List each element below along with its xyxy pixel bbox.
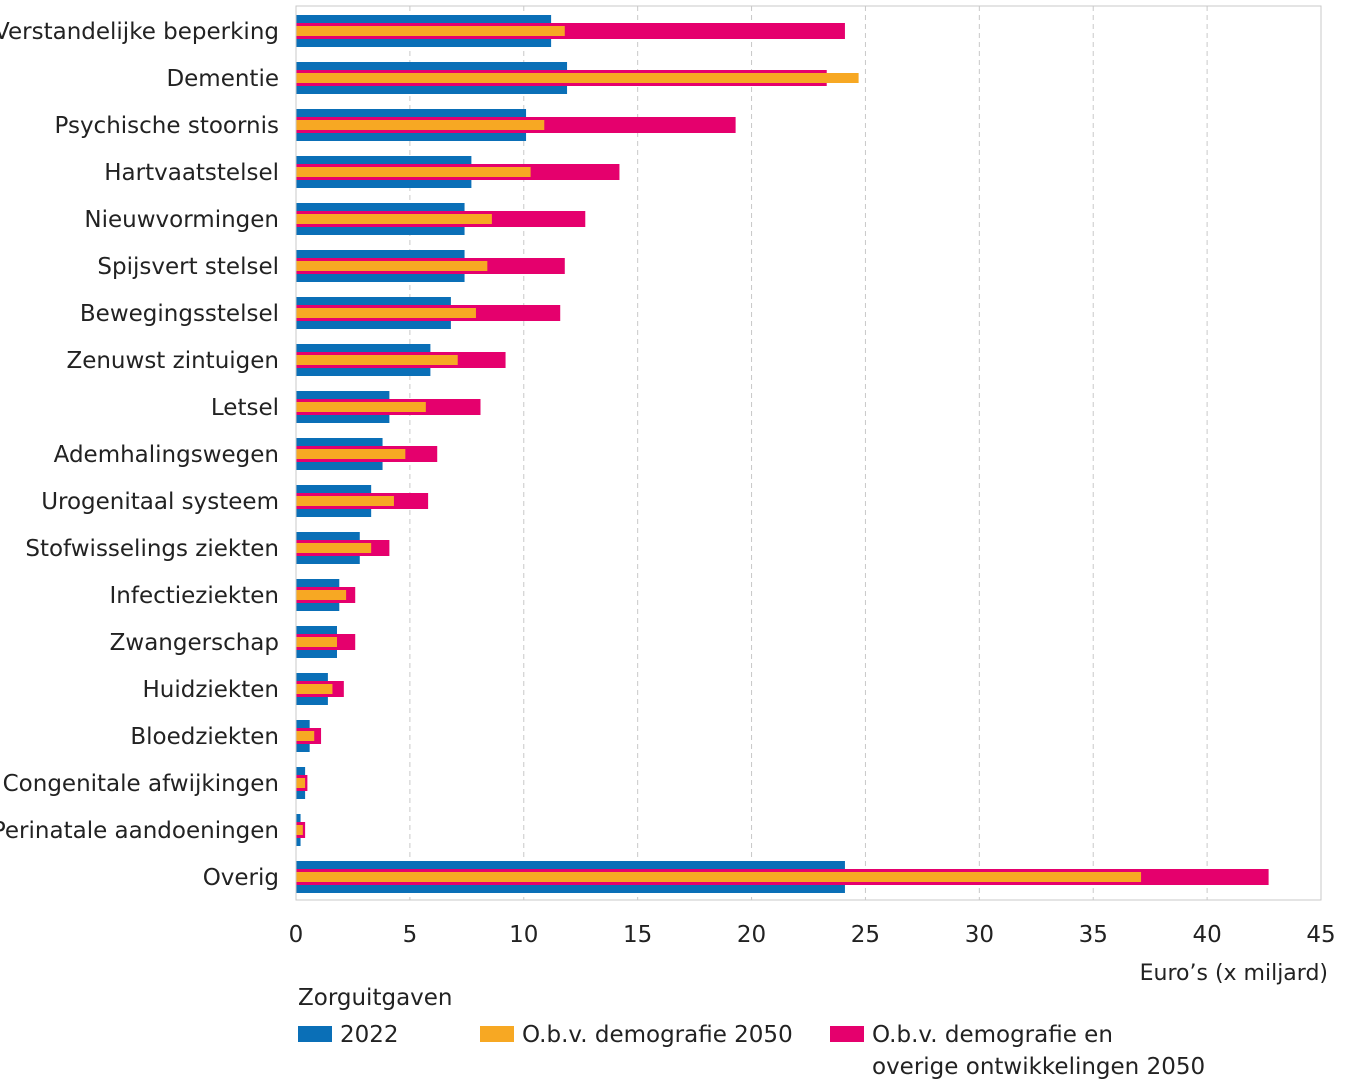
x-tick-label: 45 — [1306, 922, 1335, 948]
grid-lines — [409, 6, 1208, 900]
bar-demografie-2050 — [296, 684, 333, 694]
category-label: Psychische stoornis — [55, 113, 280, 139]
legend-label-demografie: O.b.v. demografie 2050 — [522, 1022, 793, 1048]
bar-demografie-2050 — [296, 637, 337, 647]
category-label: Nieuwvormingen — [84, 207, 279, 233]
category-label: Infectieziekten — [110, 583, 280, 609]
category-label: Perinatale aandoeningen — [0, 818, 279, 844]
category-label: Letsel — [211, 395, 279, 421]
x-tick-label: 5 — [403, 922, 418, 948]
legend-swatch-overige — [830, 1026, 864, 1042]
bar-demografie-2050 — [296, 590, 347, 600]
category-label: Stofwisselings ziekten — [25, 536, 279, 562]
legend-item-2022: 2022 — [298, 1019, 399, 1051]
bars — [296, 15, 1269, 893]
legend-label-overige-line1: O.b.v. demografie en — [872, 1022, 1113, 1048]
bar-demografie-2050 — [296, 167, 531, 177]
bar-demografie-2050 — [296, 825, 303, 835]
bar-demografie-2050 — [296, 402, 426, 412]
bar-demografie-2050 — [296, 214, 492, 224]
x-tick-label: 0 — [289, 922, 304, 948]
x-tick-label: 15 — [623, 922, 652, 948]
legend-item-demografie: O.b.v. demografie 2050 — [480, 1019, 793, 1051]
bar-demografie-2050 — [296, 778, 306, 788]
x-tick-label: 40 — [1192, 922, 1221, 948]
category-label: Verstandelijke beperking — [0, 19, 279, 45]
legend-label-overige: O.b.v. demografie en overige ontwikkelin… — [872, 1019, 1205, 1083]
category-label: Congenitale afwijkingen — [3, 771, 279, 797]
legend-swatch-2022 — [298, 1026, 332, 1042]
bar-demografie-2050 — [296, 73, 859, 83]
x-axis-title: Euro’s (x miljard) — [1140, 961, 1328, 985]
category-labels: Verstandelijke beperking Dementie Psychisc… — [0, 19, 279, 891]
legend-title: Zorguitgaven — [298, 985, 453, 1011]
bar-demografie-2050 — [296, 543, 372, 553]
bar-demografie-2050 — [296, 872, 1142, 882]
bar-demografie-2050 — [296, 261, 488, 271]
category-label: Dementie — [166, 66, 279, 92]
bar-demografie-2050 — [296, 26, 565, 36]
category-label: Huidziekten — [142, 677, 279, 703]
bar-demografie-2050 — [296, 496, 394, 506]
bar-demografie-2050 — [296, 120, 545, 130]
x-tick-label: 10 — [509, 922, 538, 948]
category-label: Zwangerschap — [110, 630, 279, 656]
bar-chart: Verstandelijke beperking Dementie Psychisc… — [0, 5, 1336, 985]
category-label: Bloedziekten — [130, 724, 279, 750]
category-label: Zenuwst zintuigen — [66, 348, 279, 374]
category-label: Urogenitaal systeem — [41, 489, 279, 515]
bar-demografie-2050 — [296, 355, 458, 365]
category-label: Overig — [203, 865, 279, 891]
x-tick-label: 20 — [737, 922, 766, 948]
category-label: Spijsvert stelsel — [97, 254, 279, 280]
category-label: Bewegingsstelsel — [80, 301, 279, 327]
bar-demografie-2050 — [296, 731, 315, 741]
bar-demografie-2050 — [296, 308, 476, 318]
bar-demografie-2050 — [296, 449, 406, 459]
legend-label-overige-line2: overige ontwikkelingen 2050 — [872, 1054, 1206, 1080]
category-label: Hartvaatstelsel — [104, 160, 279, 186]
category-label: Ademhalingswegen — [54, 442, 279, 468]
legend-label-2022: 2022 — [340, 1022, 399, 1048]
plot-frame — [295, 5, 1322, 901]
x-tick-label: 30 — [965, 922, 994, 948]
x-tick-label: 35 — [1079, 922, 1108, 948]
legend-item-overige: O.b.v. demografie en overige ontwikkelin… — [830, 1019, 1205, 1083]
x-tick-labels: 0 5 10 15 20 25 30 35 40 45 — [289, 922, 1336, 948]
legend: Zorguitgaven 2022 O.b.v. demografie 2050… — [298, 985, 1338, 1080]
x-tick-label: 25 — [851, 922, 880, 948]
legend-swatch-demografie — [480, 1026, 514, 1042]
